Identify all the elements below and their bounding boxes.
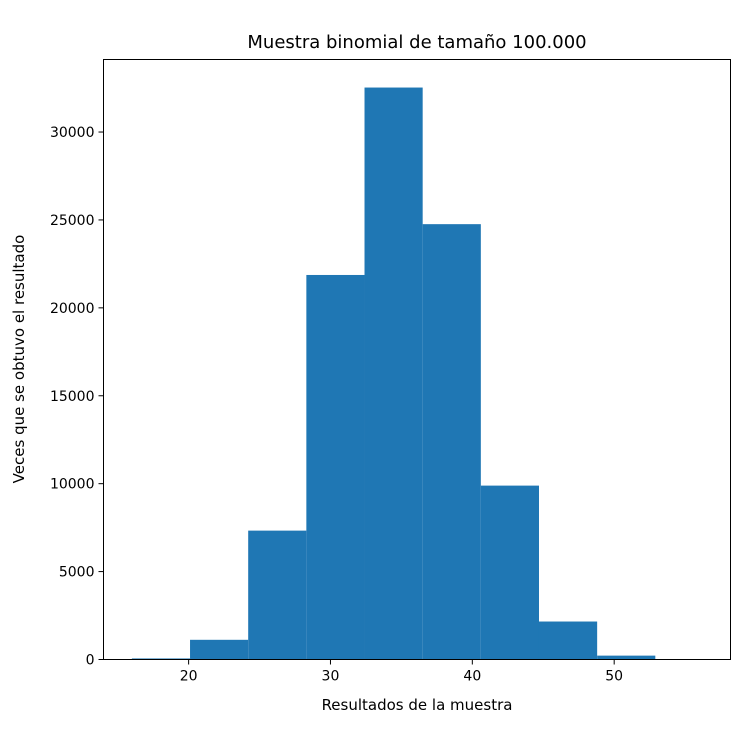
histogram-bar: [480, 485, 539, 660]
histogram-bar: [538, 621, 598, 660]
x-tick-label: 50: [605, 669, 623, 685]
y-tick-label: 5000: [59, 565, 95, 581]
histogram-bar: [131, 658, 191, 660]
histogram-bar: [306, 274, 365, 660]
x-axis: 20 30 40 50: [180, 659, 623, 685]
x-tick-label: 30: [322, 669, 340, 685]
y-axis: 0 5000 10000 15000 20000 25000 30000: [50, 125, 104, 669]
chart-title: Muestra binomial de tamaño 100.000: [247, 32, 586, 53]
histogram-bar: [597, 655, 656, 660]
x-tick-label: 20: [180, 669, 198, 685]
histogram-bar: [190, 639, 249, 660]
y-tick-label: 0: [86, 653, 95, 669]
y-tick-label: 20000: [50, 301, 95, 317]
y-axis-title: Veces que se obtuvo el resultado: [10, 235, 28, 484]
plot-frame: [103, 59, 731, 660]
histogram-bar: [364, 87, 423, 660]
x-tick-label: 40: [463, 669, 481, 685]
y-tick-label: 10000: [50, 477, 95, 493]
y-tick-label: 25000: [50, 213, 95, 229]
x-axis-title: Resultados de la muestra: [322, 696, 513, 714]
y-tick-label: 15000: [50, 389, 95, 405]
histogram-bar: [248, 530, 307, 660]
histogram-bar: [422, 224, 481, 660]
bars-group: [131, 87, 714, 660]
y-tick-label: 30000: [50, 125, 95, 141]
